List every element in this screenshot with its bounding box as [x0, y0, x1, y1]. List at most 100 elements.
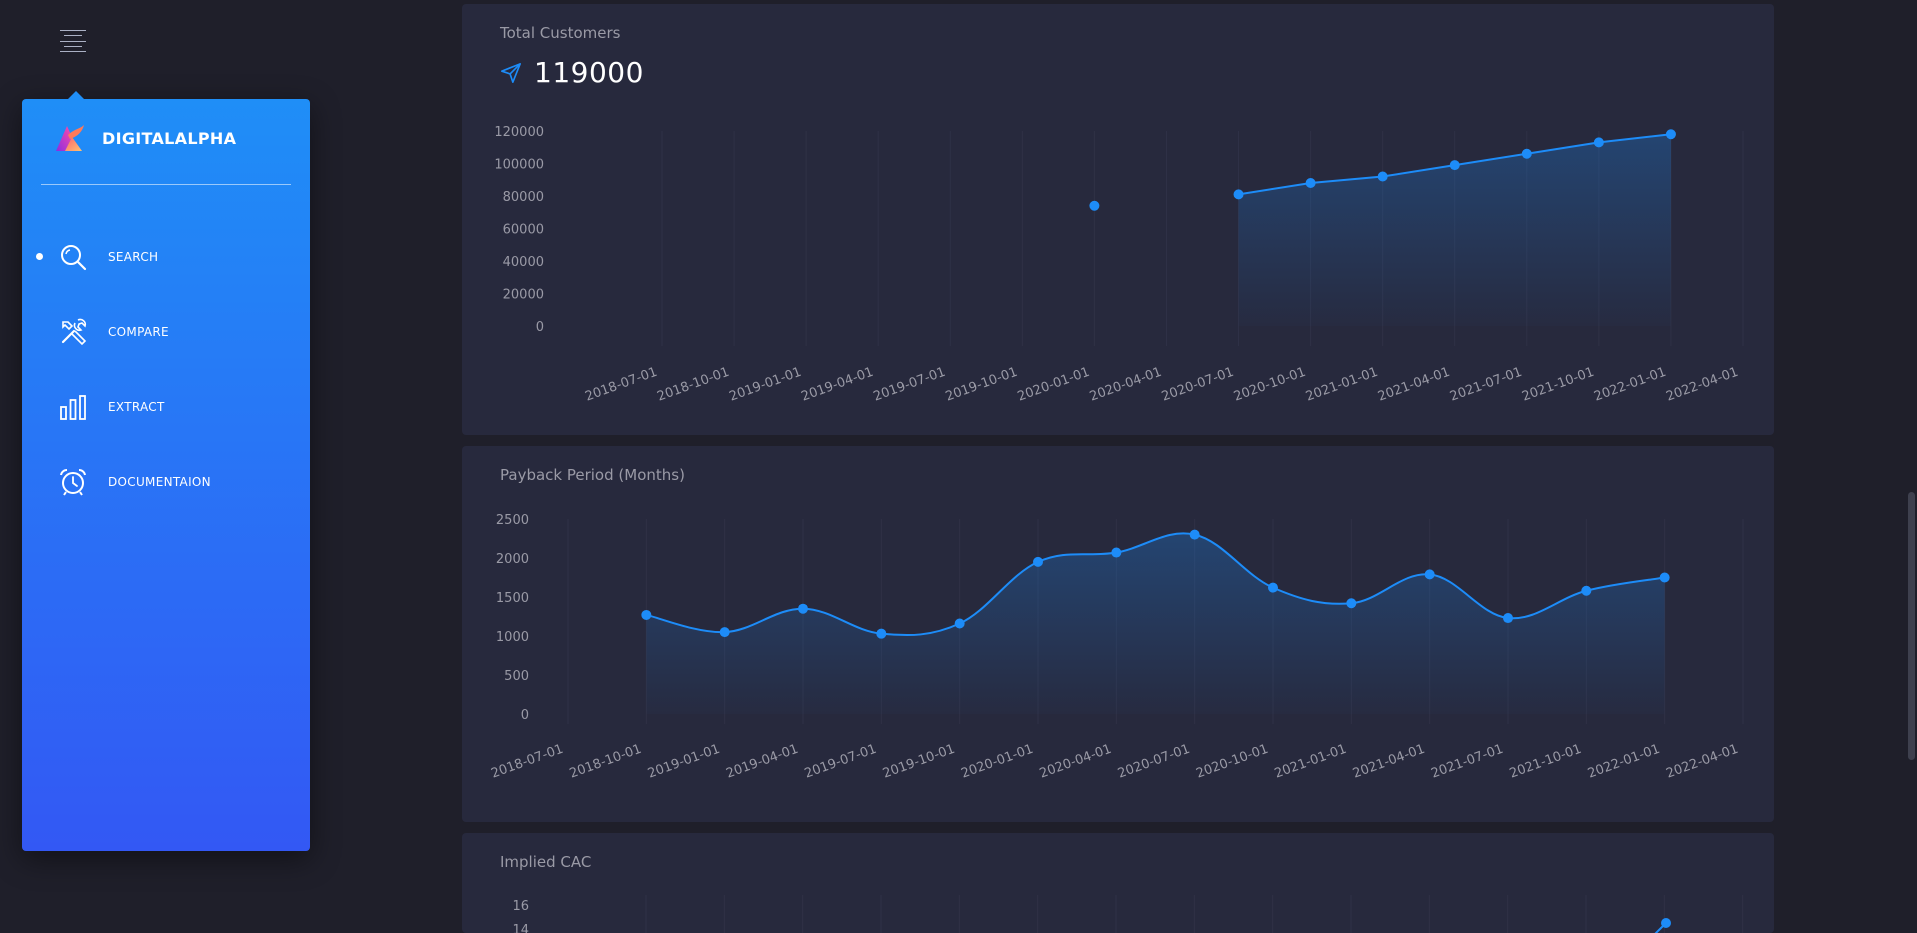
card-value: 119000 — [500, 56, 644, 89]
x-tick-label: 2020-04-01 — [1038, 742, 1114, 782]
data-point[interactable] — [1661, 918, 1671, 928]
sidebar-item-label: DOCUMENTAION — [108, 474, 211, 489]
data-point[interactable] — [1581, 585, 1592, 596]
x-tick-label: 2019-10-01 — [881, 742, 957, 782]
x-tick-label: 2021-10-01 — [1520, 365, 1596, 405]
implied-cac-card: Implied CAC 16 14 — [462, 833, 1774, 933]
data-point[interactable] — [1033, 556, 1043, 567]
y-tick-label: 40000 — [503, 255, 544, 270]
y-tick-label: 1000 — [496, 630, 529, 645]
payback-period-card: Payback Period (Months) 0 500 1000 1500 2000… — [462, 446, 1774, 822]
card-title: Total Customers — [500, 24, 621, 42]
data-point[interactable] — [1377, 171, 1388, 182]
brand-divider — [41, 184, 291, 185]
data-point[interactable] — [1111, 547, 1122, 558]
total-customers-value: 119000 — [534, 56, 644, 89]
y-tick-label: 16 — [512, 899, 529, 914]
x-tick-label: 2022-01-01 — [1586, 742, 1662, 782]
x-tick-label: 2018-10-01 — [655, 365, 731, 405]
x-tick-label: 2021-01-01 — [1273, 742, 1349, 782]
series-area — [646, 533, 1665, 714]
x-tick-label: 2018-07-01 — [583, 365, 659, 405]
data-point[interactable] — [1268, 582, 1278, 593]
total-customers-card: Total Customers 119000 0 20000 40000 60000 8… — [462, 4, 1774, 435]
active-indicator — [36, 253, 43, 260]
data-point[interactable] — [1346, 598, 1357, 609]
data-point[interactable] — [1503, 613, 1513, 624]
sidebar-nav: SEARCH COMPARE EXTRACT — [22, 219, 310, 519]
search-icon — [61, 244, 87, 270]
page-scrollbar[interactable] — [1906, 0, 1917, 933]
x-tick-label: 2022-04-01 — [1664, 742, 1740, 782]
x-tick-label: 2020-04-01 — [1088, 365, 1164, 405]
data-point[interactable] — [1089, 200, 1100, 211]
x-tick-label: 2020-01-01 — [1016, 365, 1092, 405]
x-tick-label: 2019-07-01 — [871, 365, 947, 405]
sidebar-item-label: SEARCH — [108, 249, 159, 264]
data-point[interactable] — [641, 609, 652, 620]
brand-name: DIGITALALPHA — [102, 128, 237, 148]
alarm-clock-icon — [60, 468, 86, 496]
y-tick-label: 20000 — [503, 288, 544, 303]
x-tick-label: 2020-07-01 — [1116, 742, 1192, 782]
x-tick-label: 2019-07-01 — [803, 742, 879, 782]
x-tick-label: 2021-07-01 — [1429, 742, 1505, 782]
data-point[interactable] — [1665, 129, 1676, 140]
x-tick-label: 2020-01-01 — [959, 742, 1035, 782]
x-tick-label: 2019-01-01 — [646, 742, 722, 782]
payback-period-chart: 0 500 1000 1500 2000 2500 2018-07-01 2018-10-01… — [489, 513, 1744, 782]
x-tick-label: 2018-10-01 — [568, 742, 644, 782]
x-tick-label: 2021-04-01 — [1376, 365, 1452, 405]
sidebar-item-label: EXTRACT — [108, 399, 165, 414]
total-customers-chart: 0 20000 40000 60000 80000 100000 120000 2018-07… — [494, 125, 1744, 405]
x-tick-label: 2019-01-01 — [727, 365, 803, 405]
x-tick-label: 2019-04-01 — [799, 365, 875, 405]
data-point[interactable] — [1233, 189, 1244, 200]
x-tick-label: 2022-01-01 — [1592, 365, 1668, 405]
x-tick-label: 2019-04-01 — [724, 742, 800, 782]
y-tick-label: 80000 — [503, 190, 544, 205]
card-title: Payback Period (Months) — [500, 466, 685, 484]
series-line — [646, 532, 1665, 637]
data-point[interactable] — [798, 603, 808, 614]
data-point[interactable] — [1659, 572, 1670, 583]
x-tick-label: 2021-07-01 — [1448, 365, 1524, 405]
card-title: Implied CAC — [500, 853, 592, 871]
sidebar-item-extract[interactable]: EXTRACT — [22, 369, 310, 444]
series-area — [1238, 134, 1671, 326]
sidebar-item-search[interactable]: SEARCH — [22, 219, 310, 294]
hamburger-icon[interactable] — [60, 30, 86, 52]
data-point[interactable] — [1305, 178, 1316, 188]
y-tick-label: 2500 — [496, 513, 529, 528]
data-point[interactable] — [954, 618, 965, 629]
x-tick-label: 2020-10-01 — [1194, 742, 1270, 782]
x-tick-label: 2021-01-01 — [1304, 365, 1380, 405]
brand[interactable]: DIGITALALPHA — [52, 121, 236, 155]
tools-icon — [61, 318, 87, 345]
send-icon — [501, 62, 521, 83]
data-point[interactable] — [719, 627, 730, 638]
data-point[interactable] — [876, 628, 887, 639]
y-tick-label: 0 — [536, 320, 544, 335]
sidebar-item-label: COMPARE — [108, 324, 169, 339]
x-tick-label: 2018-07-01 — [489, 742, 565, 782]
x-tick-label: 2021-10-01 — [1508, 742, 1584, 782]
y-tick-label: 500 — [504, 669, 529, 684]
x-tick-label: 2020-07-01 — [1160, 365, 1236, 405]
data-point[interactable] — [1593, 137, 1604, 148]
data-point[interactable] — [1449, 160, 1460, 171]
data-point[interactable] — [1189, 529, 1200, 540]
bar-chart-icon — [60, 394, 86, 420]
y-tick-label: 0 — [521, 708, 529, 723]
scrollbar-thumb[interactable] — [1908, 492, 1915, 760]
digitalalpha-logo — [56, 125, 84, 151]
data-point[interactable] — [1424, 569, 1435, 580]
y-tick-label: 60000 — [503, 223, 544, 238]
y-tick-label: 120000 — [494, 125, 544, 140]
sidebar: DIGITALALPHA SEARCH COMPARE — [22, 91, 310, 851]
y-tick-label: 14 — [512, 923, 529, 933]
sidebar-item-documentation[interactable]: DOCUMENTAION — [22, 444, 310, 519]
data-point[interactable] — [1521, 148, 1532, 159]
sidebar-item-compare[interactable]: COMPARE — [22, 294, 310, 369]
